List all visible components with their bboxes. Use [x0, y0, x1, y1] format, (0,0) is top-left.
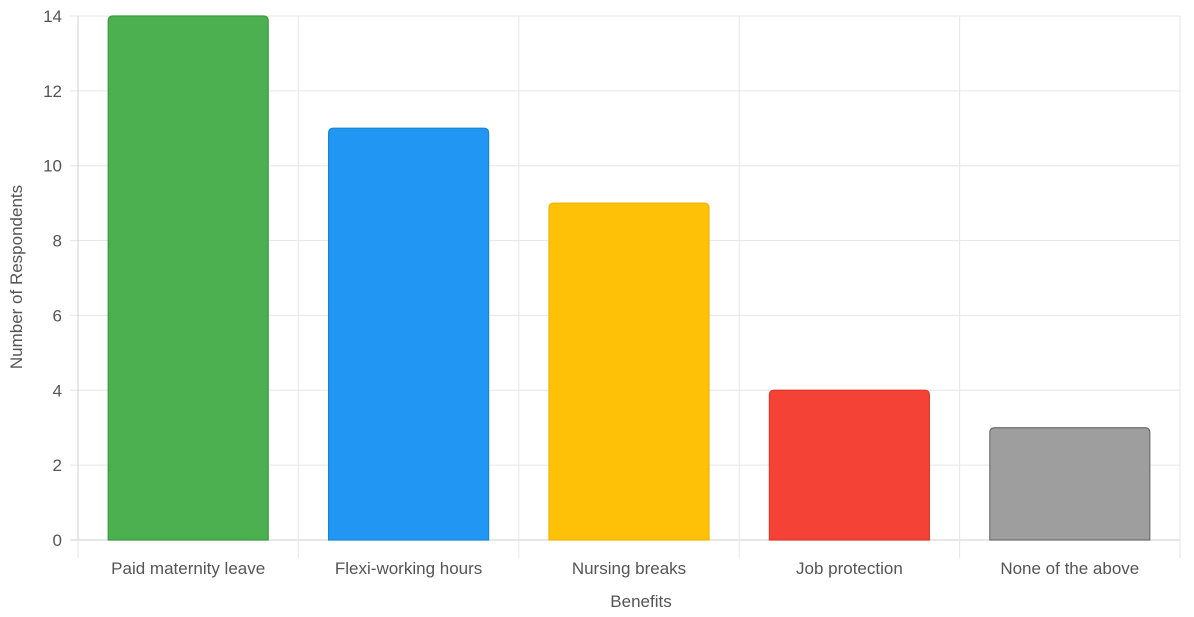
- y-tick-label: 6: [53, 306, 62, 325]
- x-tick-labels: Paid maternity leave Flexi-working hours N…: [111, 559, 1139, 578]
- y-tick-label: 4: [53, 381, 62, 400]
- x-tick-label: Nursing breaks: [572, 559, 686, 578]
- bar-nursing-breaks: [548, 202, 710, 541]
- x-tick-label: Flexi-working hours: [335, 559, 482, 578]
- x-axis-title: Benefits: [610, 592, 671, 611]
- x-tick-label: None of the above: [1000, 559, 1139, 578]
- y-tick-label: 10: [43, 157, 62, 176]
- y-axis-title: Number of Respondents: [7, 185, 26, 369]
- y-tick-label: 12: [43, 82, 62, 101]
- y-tick-label: 14: [43, 7, 62, 26]
- bar-paid-maternity-leave: [107, 15, 269, 541]
- x-tick-label: Paid maternity leave: [111, 559, 265, 578]
- bar-job-protection: [768, 389, 930, 541]
- y-tick-label: 0: [53, 531, 62, 550]
- y-tick-label: 2: [53, 456, 62, 475]
- bar-flexi-working-hours: [328, 127, 490, 541]
- bar-none-of-the-above: [989, 427, 1151, 541]
- y-tick-labels: 0 2 4 6 8 10 12 14: [43, 7, 62, 550]
- y-tick-label: 8: [53, 232, 62, 251]
- x-tick-label: Job protection: [796, 559, 903, 578]
- bars: [107, 15, 1151, 541]
